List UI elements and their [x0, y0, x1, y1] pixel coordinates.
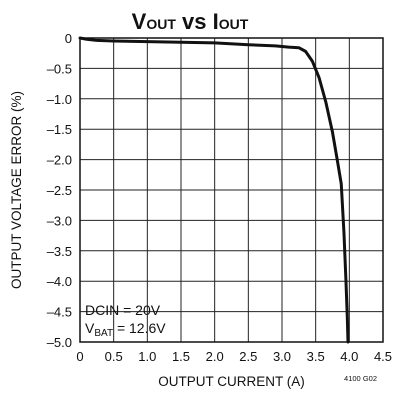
plot-frame	[79, 37, 384, 343]
y-axis-label: OUTPUT VOLTAGE ERROR (%)	[9, 91, 24, 289]
chart-title-out1: OUT	[146, 16, 176, 32]
y-tick-label: –1.5	[47, 122, 72, 137]
y-tick-label: –0.5	[47, 61, 72, 76]
x-tick-label: 1.5	[172, 349, 190, 364]
y-tick-label: –4.0	[47, 274, 72, 289]
series-line	[78, 36, 350, 344]
annotation-vbat-v: V	[85, 320, 95, 336]
y-tick-label: –4.5	[47, 305, 72, 320]
chart-title-out2: OUT	[219, 16, 249, 32]
x-tick-label: 1.0	[138, 349, 156, 364]
chart-title-vs: vs	[176, 9, 213, 34]
x-tick-label: 2.0	[206, 349, 224, 364]
y-tick-label: –5.0	[47, 335, 72, 350]
y-tick-labels: 0 –0.5 –1.0 –1.5 –2.0 –2.5 –3.0 –3.5 –4.0 –4.5 –5.…	[47, 31, 72, 350]
x-tick-label: 3.0	[273, 349, 291, 364]
annotation-vbat: VBAT = 12.6V	[85, 320, 166, 339]
chart-title-v: V	[132, 9, 147, 34]
x-tick-label: 4.0	[340, 349, 358, 364]
y-tick-label: –1.0	[47, 92, 72, 107]
y-tick-label: –2.5	[47, 183, 72, 198]
x-axis-label: OUTPUT CURRENT (A)	[158, 374, 305, 389]
grid	[80, 38, 383, 342]
x-tick-label: 0	[76, 349, 83, 364]
y-tick-label: –3.5	[47, 244, 72, 259]
x-tick-label: 3.5	[307, 349, 325, 364]
annotation-dcin: DCIN = 20V	[85, 302, 161, 318]
figure-code: 4100 G02	[344, 374, 377, 383]
y-tick-label: –2.0	[47, 153, 72, 168]
chart-title: VOUT vs IOUT	[132, 9, 249, 34]
y-tick-label: –3.0	[47, 213, 72, 228]
y-tick-label: 0	[65, 31, 72, 46]
x-tick-label: 0.5	[105, 349, 123, 364]
chart-title-i: I	[213, 9, 219, 34]
annotation-vbat-sub: BAT	[94, 328, 113, 339]
x-tick-label: 4.5	[374, 349, 392, 364]
x-tick-labels: 0 0.5 1.0 1.5 2.0 2.5 3.0 3.5 4.0 4.5	[76, 349, 392, 364]
x-tick-label: 2.5	[239, 349, 257, 364]
annotation-vbat-value: = 12.6V	[113, 320, 166, 336]
